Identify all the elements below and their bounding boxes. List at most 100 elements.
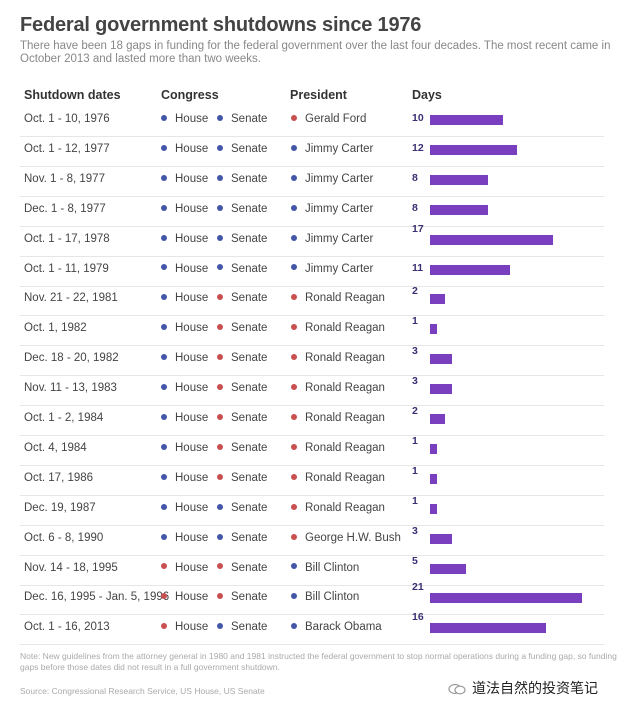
- president: Ronald Reagan: [291, 322, 385, 334]
- house-label: House: [175, 621, 209, 634]
- house-party: House: [161, 322, 208, 334]
- senate-democrat-dot: [217, 533, 223, 540]
- senate-republican-dot: [217, 384, 223, 391]
- president-republican-dot: [291, 354, 297, 361]
- senate-democrat-dot: [217, 174, 223, 181]
- house-party: House: [161, 621, 208, 633]
- president: Ronald Reagan: [291, 442, 385, 454]
- house-party: House: [161, 382, 208, 394]
- senate-party: Senate: [217, 233, 267, 245]
- president: Jimmy Carter: [291, 143, 373, 155]
- table-row: Oct. 1 - 12, 1977 House Senate Jimmy Carter…: [20, 136, 604, 167]
- president: Ronald Reagan: [291, 292, 385, 304]
- table-row: Nov. 21 - 22, 1981 House Senate Ronald Reag…: [20, 285, 604, 317]
- table-row: Oct. 4, 1984 House Senate Ronald Reagan 1: [20, 435, 604, 466]
- president-democrat-dot: [291, 234, 297, 241]
- table-row: Oct. 1 - 16, 2013 House Senate Barack Obama…: [20, 611, 604, 646]
- house-democrat-dot: [161, 234, 167, 241]
- house-democrat-dot: [161, 413, 167, 420]
- table-row: Oct. 1 - 17, 1978 House Senate Jimmy Carter…: [20, 223, 604, 257]
- senate-democrat-dot: [217, 623, 223, 630]
- wechat-logo-icon: [448, 684, 466, 695]
- shutdown-date: Oct. 1 - 17, 1978: [24, 232, 110, 245]
- days-bar: [430, 174, 488, 185]
- days-label: 16: [412, 611, 424, 624]
- table-row: Oct. 1 - 2, 1984 House Senate Ronald Reagan…: [20, 405, 604, 436]
- senate-party: Senate: [217, 502, 267, 514]
- house-party: House: [161, 263, 208, 275]
- header-president: President: [290, 88, 347, 102]
- shutdown-date: Oct. 1 - 11, 1979: [24, 262, 109, 275]
- president-name: Ronald Reagan: [305, 471, 385, 484]
- senate-label: Senate: [231, 113, 268, 125]
- shutdown-date: Nov. 21 - 22, 1981: [24, 292, 118, 305]
- days-label: 10: [412, 112, 424, 124]
- senate-label: Senate: [231, 591, 268, 604]
- president-name: Jimmy Carter: [305, 202, 374, 215]
- senate-label: Senate: [231, 531, 268, 544]
- days-bar: [430, 503, 438, 514]
- house-label: House: [175, 292, 209, 305]
- table-row: Nov. 14 - 18, 1995 House Senate Bill Clinto…: [20, 555, 604, 586]
- days-label: 1: [412, 464, 418, 477]
- table-row: Dec. 1 - 8, 1977 House Senate Jimmy Carter 8: [20, 196, 604, 227]
- president: Ronald Reagan: [291, 472, 385, 484]
- senate-party: Senate: [217, 562, 267, 574]
- table-row: Nov. 1 - 8, 1977 House Senate Jimmy Carter 8: [20, 166, 604, 197]
- house-label: House: [175, 172, 209, 185]
- senate-party: Senate: [217, 113, 267, 125]
- days-bar: [430, 414, 445, 424]
- senate-label: Senate: [231, 352, 268, 365]
- house-party: House: [161, 532, 208, 544]
- shutdown-date: Oct. 17, 1986: [24, 471, 94, 484]
- house-label: House: [175, 232, 209, 245]
- house-democrat-dot: [161, 354, 167, 361]
- shutdown-date: Oct. 1, 1982: [24, 322, 87, 335]
- president-name: Ronald Reagan: [305, 322, 385, 335]
- president-name: Ronald Reagan: [305, 352, 385, 365]
- days-bar: [430, 354, 452, 365]
- senate-label: Senate: [231, 412, 268, 424]
- senate-republican-dot: [217, 294, 223, 301]
- president: Ronald Reagan: [291, 352, 385, 364]
- days-label: 2: [412, 405, 418, 417]
- president: Ronald Reagan: [291, 382, 385, 394]
- president-democrat-dot: [291, 623, 297, 630]
- table-row: Dec. 18 - 20, 1982 House Senate Ronald Reag…: [20, 345, 604, 377]
- days-bar: [430, 324, 438, 335]
- president-name: Bill Clinton: [305, 591, 360, 604]
- senate-party: Senate: [217, 591, 267, 603]
- house-label: House: [175, 202, 209, 215]
- house-party: House: [161, 591, 208, 603]
- senate-party: Senate: [217, 621, 267, 633]
- house-republican-dot: [161, 563, 167, 570]
- president-democrat-dot: [291, 593, 297, 600]
- house-republican-dot: [161, 623, 167, 630]
- days-label: 11: [412, 261, 424, 274]
- senate-republican-dot: [217, 593, 223, 600]
- senate-label: Senate: [231, 561, 268, 574]
- table-row: Dec. 19, 1987 House Senate Ronald Reagan 1: [20, 495, 604, 526]
- president-name: Jimmy Carter: [305, 142, 374, 155]
- senate-party: Senate: [217, 472, 267, 484]
- house-label: House: [175, 412, 209, 424]
- house-label: House: [175, 561, 209, 574]
- shutdown-date: Nov. 14 - 18, 1995: [24, 561, 118, 574]
- house-label: House: [175, 322, 209, 335]
- days-bar: [430, 533, 452, 544]
- house-label: House: [175, 142, 209, 155]
- house-democrat-dot: [161, 473, 167, 480]
- house-party: House: [161, 113, 208, 125]
- president-name: Ronald Reagan: [305, 412, 385, 424]
- days-label: 3: [412, 524, 418, 537]
- house-party: House: [161, 203, 208, 215]
- header-congress: Congress: [161, 88, 219, 102]
- days-bar: [430, 593, 583, 604]
- days-label: 3: [412, 375, 418, 388]
- senate-label: Senate: [231, 441, 268, 454]
- president-republican-dot: [291, 533, 297, 540]
- senate-label: Senate: [231, 202, 268, 215]
- header-shutdown-dates: Shutdown dates: [24, 88, 121, 102]
- days-bar: [430, 264, 510, 275]
- chart-title: Federal government shutdowns since 1976: [20, 14, 422, 36]
